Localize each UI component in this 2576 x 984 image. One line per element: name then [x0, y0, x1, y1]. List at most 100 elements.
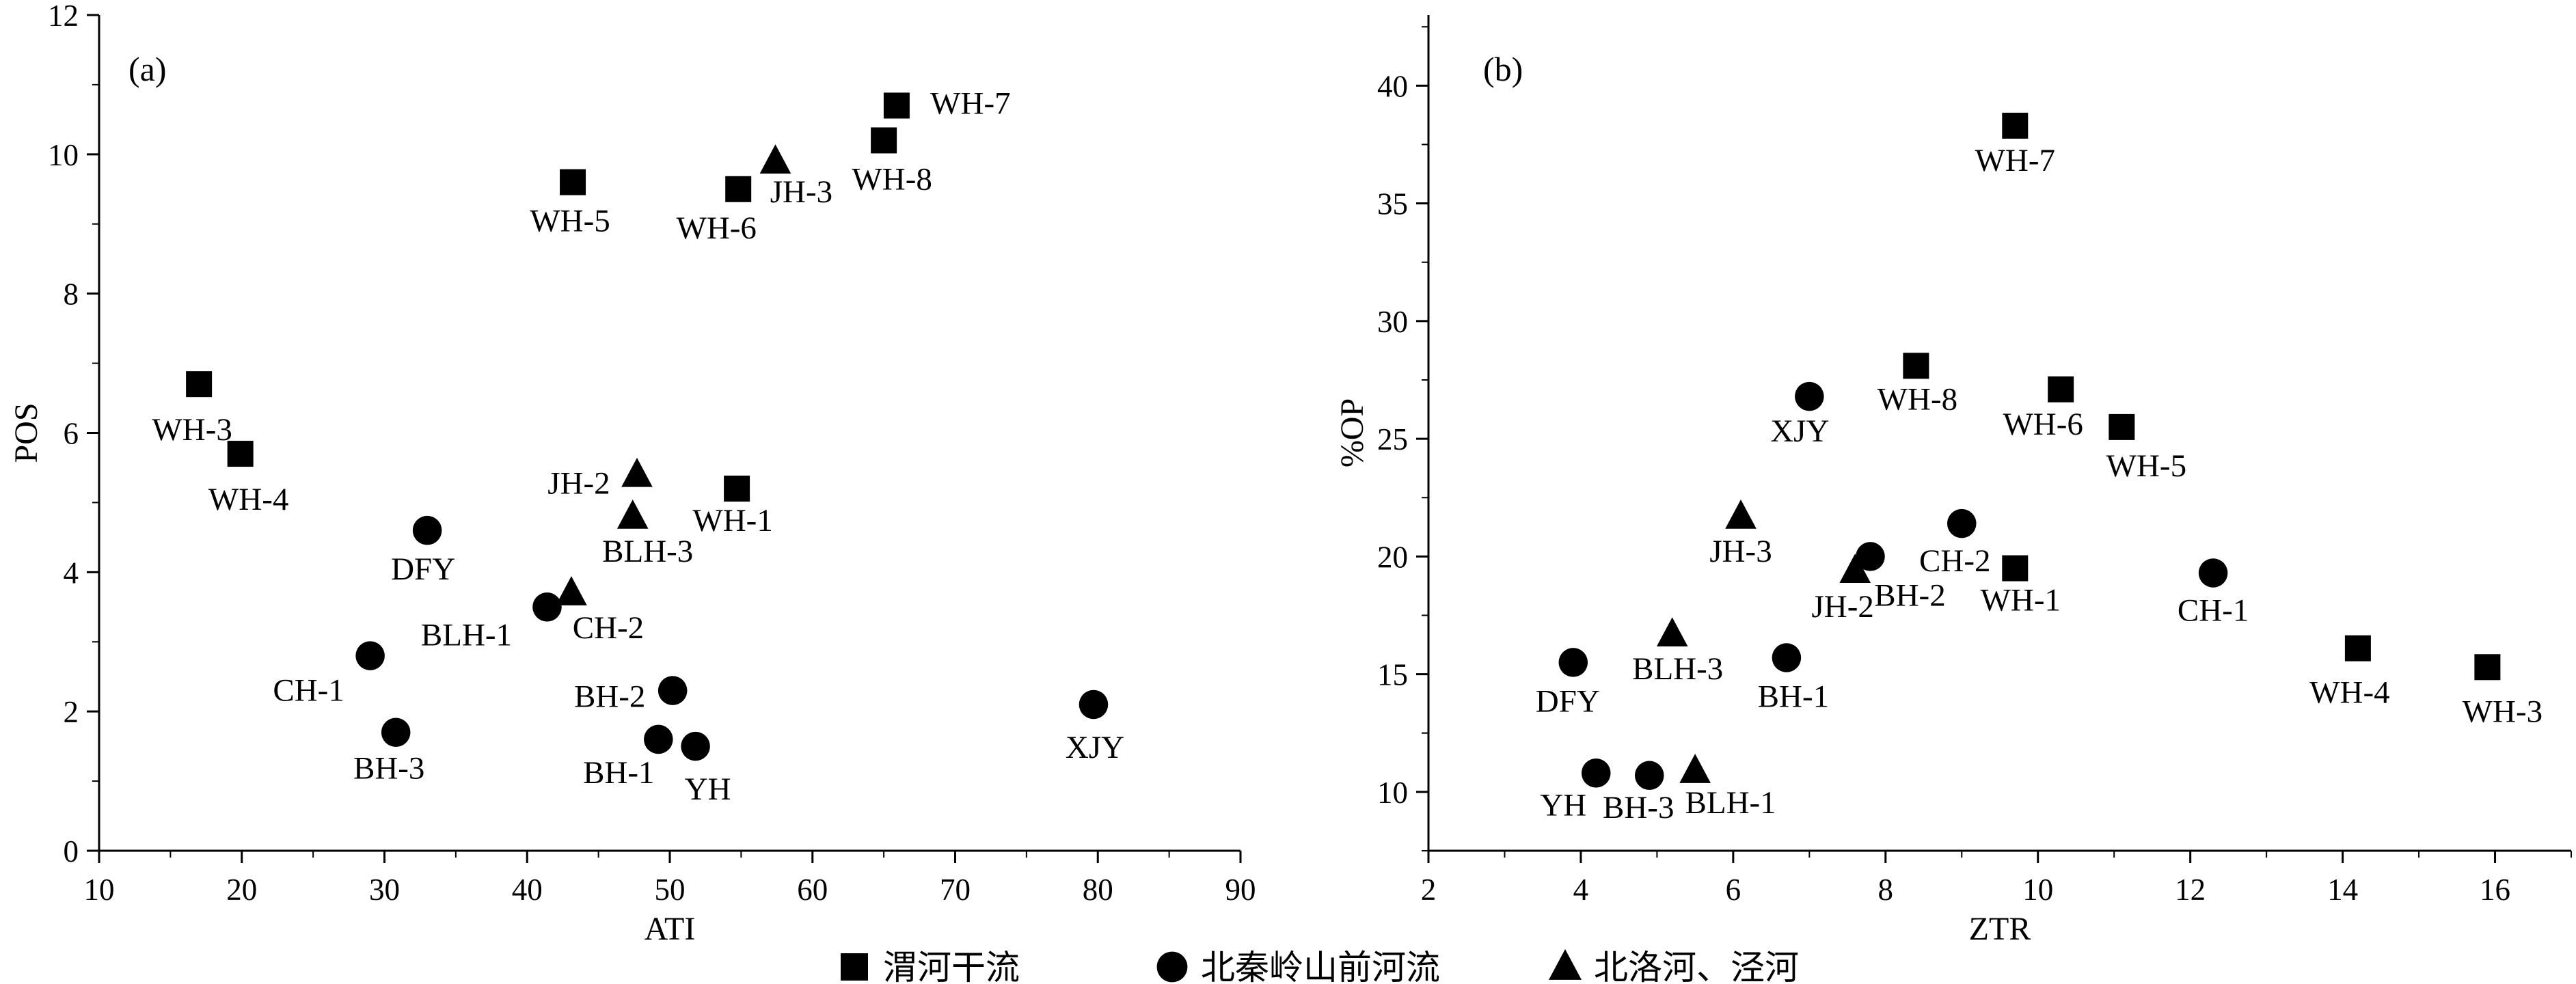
point-label-wh-3: WH-3: [2463, 694, 2543, 729]
x-tick-label: 6: [1726, 873, 1741, 907]
point-bh-1: [1772, 643, 1802, 672]
y-tick-label: 8: [64, 277, 79, 312]
point-wh-7: [883, 92, 910, 119]
point-label-wh-7: WH-7: [930, 85, 1010, 121]
point-label-xjy: XJY: [1066, 730, 1124, 765]
point-label-ch-2: CH-2: [573, 610, 644, 646]
point-label-wh-6: WH-6: [676, 210, 756, 246]
x-axis-title: ATI: [645, 911, 696, 947]
x-tick-label: 2: [1421, 873, 1437, 907]
point-dfy: [412, 515, 442, 545]
y-tick-label: 6: [64, 417, 79, 451]
point-label-dfy: DFY: [391, 551, 455, 587]
x-tick-label: 10: [2022, 873, 2053, 907]
legend-marker-circle: [1156, 951, 1188, 983]
y-tick-label: 20: [1377, 540, 1408, 574]
point-label-wh-5: WH-5: [530, 204, 610, 239]
panel-a-atI-vs-pos: 10 20 30 40 50 60 70 80 90 0 2 4 6 8 10 12 ATI POS (a) WH-1…: [8, 0, 1256, 947]
point-label-ch-1: CH-1: [2178, 592, 2249, 628]
point-label-wh-3: WH-3: [152, 412, 232, 448]
point-label-bh-3: BH-3: [353, 751, 424, 787]
point-bh-2: [1856, 542, 1885, 571]
legend-label-circle: 北秦岭山前河流: [1201, 948, 1440, 984]
point-label-wh-4: WH-4: [208, 482, 288, 517]
y-axis-title: %OP: [1334, 398, 1370, 467]
y-tick-label: 15: [1377, 658, 1408, 692]
point-bh-3: [381, 718, 411, 748]
point-label-blh-3: BLH-3: [602, 534, 693, 569]
y-tick-label: 4: [64, 556, 79, 590]
x-tick-label: 20: [226, 873, 257, 907]
panel-b-ztr-vs-op: 2 4 6 8 10 12 14 16 10 15 20 25 30 35 40 ZTR %OP (b) WH-1 W…: [1334, 15, 2572, 947]
legend-label-square: 渭河干流: [883, 948, 1020, 984]
x-tick-label: 70: [940, 873, 971, 907]
y-tick-label: 40: [1377, 69, 1408, 103]
point-ch-1: [2198, 558, 2228, 588]
point-label-wh-1: WH-1: [1981, 583, 2061, 618]
point-label-jh-2: JH-2: [1812, 589, 1874, 625]
point-label-bh-1: BH-1: [583, 755, 654, 791]
point-label-bh-2: BH-2: [1874, 577, 1945, 613]
point-wh-7: [2002, 112, 2029, 139]
legend-marker-square: [841, 953, 868, 981]
point-wh-8: [871, 127, 897, 154]
point-wh-3: [2474, 654, 2501, 681]
x-tick-label: 90: [1225, 873, 1256, 907]
point-ch-2: [1947, 508, 1977, 538]
x-tick-label: 12: [2175, 873, 2206, 907]
point-wh-1: [2002, 555, 2029, 582]
point-wh-6: [2048, 376, 2074, 402]
point-ch-1: [355, 641, 385, 670]
x-tick-label: 50: [655, 873, 686, 907]
y-tick-label: 2: [64, 695, 79, 729]
point-wh-4: [227, 441, 254, 467]
legend-marker-triangle: [1549, 948, 1582, 980]
point-label-xjy: XJY: [1770, 413, 1829, 449]
point-label-wh-8: WH-8: [1877, 381, 1957, 417]
point-yh: [681, 731, 710, 761]
y-tick-label: 35: [1377, 187, 1408, 221]
point-label-wh-8: WH-8: [852, 161, 932, 197]
point-wh-3: [186, 371, 213, 398]
point-label-ch-1: CH-1: [273, 673, 344, 709]
x-tick-label: 80: [1083, 873, 1113, 907]
point-label-jh-3: JH-3: [770, 174, 832, 210]
point-jh-3: [1725, 500, 1757, 529]
point-label-jh-2: JH-2: [547, 466, 610, 502]
point-label-wh-6: WH-6: [2003, 407, 2083, 442]
point-label-ch-2: CH-2: [1919, 543, 1990, 579]
point-label-yh: YH: [1540, 787, 1586, 823]
point-bh-2: [657, 676, 688, 705]
legend-label-triangle: 北洛河、泾河: [1594, 948, 1799, 984]
point-label-bh-2: BH-2: [574, 679, 645, 715]
legend: 渭河干流 北秦岭山前河流 北洛河、泾河: [841, 948, 1799, 984]
x-tick-label: 30: [369, 873, 400, 907]
point-label-blh-1: BLH-1: [421, 617, 512, 653]
point-bh-3: [1634, 761, 1664, 791]
point-label-bh-1: BH-1: [1758, 679, 1829, 715]
point-wh-5: [2109, 413, 2135, 440]
x-tick-label: 4: [1573, 873, 1589, 907]
point-ch-2: [556, 576, 587, 605]
y-tick-label: 12: [48, 0, 79, 33]
point-xjy: [1079, 689, 1109, 720]
point-blh-3: [1656, 617, 1688, 647]
point-wh-4: [2344, 635, 2371, 661]
point-wh-8: [1903, 353, 1929, 379]
y-tick-label: 10: [48, 138, 79, 172]
point-label-dfy: DFY: [1536, 683, 1600, 719]
x-tick-label: 14: [2327, 873, 2358, 907]
y-axis-title: POS: [8, 402, 44, 463]
y-tick-label: 25: [1377, 422, 1408, 456]
y-tick-label: 0: [64, 834, 79, 869]
point-label-jh-3: JH-3: [1709, 534, 1772, 569]
point-label-blh-1: BLH-1: [1685, 785, 1776, 821]
point-wh-5: [560, 169, 586, 195]
point-bh-1: [644, 724, 673, 754]
point-label-wh-4: WH-4: [2309, 675, 2389, 711]
point-blh-3: [616, 500, 649, 529]
point-jh-2: [1839, 554, 1871, 583]
point-label-blh-3: BLH-3: [1632, 651, 1723, 687]
point-label-wh-7: WH-7: [1975, 143, 2055, 178]
panel-label: (a): [128, 50, 167, 88]
